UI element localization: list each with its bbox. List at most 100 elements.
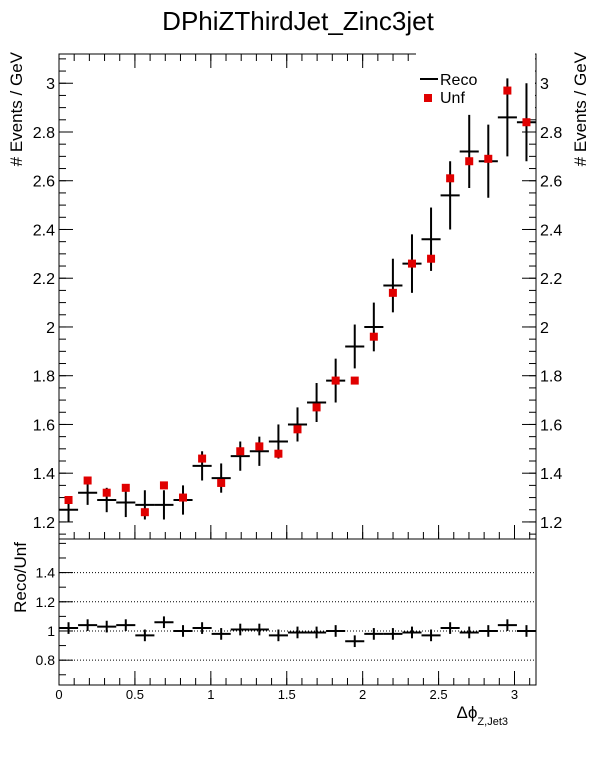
ratio-point <box>497 619 517 631</box>
y-tick-label-top-right: 2.2 <box>540 271 562 288</box>
reco-point <box>345 324 365 369</box>
unf-point <box>140 508 149 517</box>
ratio-point <box>326 625 346 637</box>
ratio-plot-frame <box>58 538 537 686</box>
y-tick-label-top-right: 1.4 <box>540 466 562 483</box>
unf-point <box>312 403 321 412</box>
unf-point <box>369 332 378 341</box>
y-tick-label-bottom: 1.2 <box>36 594 56 610</box>
y-axis-label-right: # Events / GeV <box>571 51 590 166</box>
unf-point <box>465 157 474 166</box>
y-tick-label-top-right: 2.4 <box>540 222 562 239</box>
y-tick-label-bottom: 0.8 <box>36 652 56 668</box>
y-tick-label-top-right: 1.2 <box>540 515 562 532</box>
unf-point <box>64 496 73 505</box>
ratio-point <box>516 625 537 637</box>
unf-point <box>293 425 302 434</box>
unf-point <box>522 118 531 127</box>
ratio-point <box>421 629 441 642</box>
reco-point <box>230 441 250 471</box>
unf-point <box>179 493 188 502</box>
x-tick-label: 1 <box>207 687 214 702</box>
unf-point <box>484 154 493 163</box>
x-tick-label: 3 <box>511 687 518 702</box>
y-tick-label-top-right: 1.8 <box>540 369 562 386</box>
ratio-point <box>478 625 498 637</box>
ratio-point <box>307 626 327 639</box>
unf-point <box>503 86 512 95</box>
y-tick-label-bottom: 1.4 <box>36 565 56 581</box>
ratio-point <box>154 616 174 629</box>
y-tick-label-top-left: 2 <box>46 320 55 337</box>
unf-point <box>236 447 245 456</box>
unf-point <box>102 488 111 497</box>
x-tick-label: 1.5 <box>278 687 296 702</box>
ratio-point <box>364 628 384 640</box>
unf-point <box>121 483 130 492</box>
ratio-point <box>192 622 212 634</box>
y-tick-label-top-left: 1.4 <box>33 466 55 483</box>
ratio-panel: 0.8 1 1.2 1.4 0 0.5 1 1.5 2 2.5 3 <box>36 538 537 702</box>
x-axis-label-main: Δϕ <box>457 703 478 722</box>
ratio-point <box>97 620 117 633</box>
reco-point <box>154 490 174 520</box>
unf-point <box>388 288 397 297</box>
y-tick-label-top-left: 3 <box>46 76 55 93</box>
ratio-point <box>135 629 155 642</box>
y-axis-label-top: # Events / GeV <box>7 51 26 166</box>
y-tick-label-top-left: 2.2 <box>33 271 55 288</box>
top-plot-frame <box>58 53 537 540</box>
ratio-point <box>345 635 365 648</box>
ratio-point <box>268 629 288 642</box>
unf-point <box>350 376 359 385</box>
y-tick-label-top-left: 1.2 <box>33 515 55 532</box>
y-tick-label-top-right: 2.6 <box>540 174 562 191</box>
y-tick-label-top-right: 2.8 <box>540 125 562 142</box>
ratio-point <box>116 619 136 631</box>
reco-point <box>287 407 308 442</box>
y-tick-label-top-right: 2 <box>540 320 549 337</box>
y-tick-label-top-left: 1.8 <box>33 369 55 386</box>
x-tick-label: 2 <box>359 687 366 702</box>
legend: Reco Unf <box>420 72 477 107</box>
top-panel: 1.2 1.2 1.4 1.4 1.6 1.6 1.8 1.8 2 2 2.2 2.2 2.4 2.4 2.… <box>33 50 562 540</box>
x-tick-label: 0.5 <box>126 687 144 702</box>
ratio-point <box>58 622 79 634</box>
unf-point <box>217 478 226 487</box>
unf-point <box>407 259 416 268</box>
ratio-point <box>287 626 308 639</box>
legend-reco-label: Reco <box>440 72 477 89</box>
ratio-point <box>173 625 193 637</box>
y-tick-label-top-right: 1.6 <box>540 417 562 434</box>
reco-point <box>307 383 327 423</box>
x-tick-label: 2.5 <box>430 687 448 702</box>
x-axis-label-sub: Z,Jet3 <box>477 716 508 728</box>
unf-point <box>159 481 168 490</box>
legend-unf-marker <box>424 94 432 102</box>
ratio-point <box>249 623 269 636</box>
y-tick-label-top-left: 2.4 <box>33 222 55 239</box>
unf-point <box>274 449 283 458</box>
x-axis-label: ΔϕZ,Jet3 <box>457 703 508 728</box>
y-axis-label-bottom: Reco/Unf <box>11 542 30 613</box>
reco-point <box>211 463 231 493</box>
unf-point <box>83 476 92 485</box>
unf-point <box>255 442 264 451</box>
y-tick-label-top-left: 1.6 <box>33 417 55 434</box>
reco-point <box>383 258 403 313</box>
unf-point <box>331 376 340 385</box>
y-tick-label-top-left: 2.8 <box>33 125 55 142</box>
reco-point <box>249 436 269 466</box>
ratio-point <box>230 623 250 636</box>
ratio-point <box>402 626 422 639</box>
ratio-point <box>459 626 479 639</box>
x-tick-label: 0 <box>55 687 62 702</box>
unf-point <box>198 454 207 463</box>
ratio-point <box>211 628 231 640</box>
reco-point <box>364 302 384 352</box>
legend-unf-label: Unf <box>440 90 465 107</box>
reco-point <box>459 114 479 189</box>
unf-point <box>427 254 436 263</box>
